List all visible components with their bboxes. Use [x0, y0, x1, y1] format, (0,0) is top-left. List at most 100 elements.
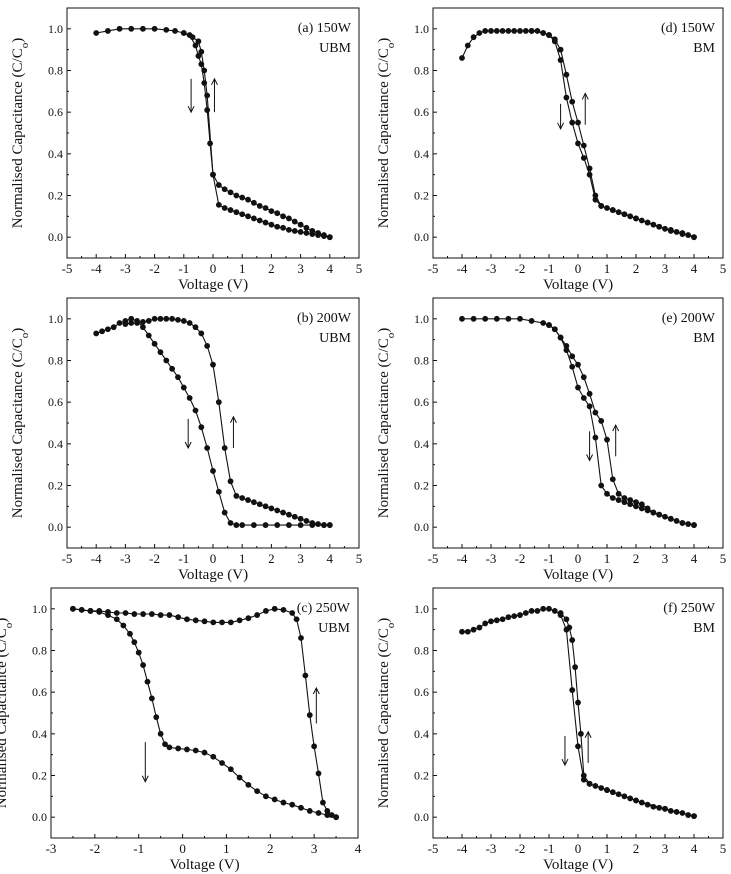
x-axis-label: Voltage (V) — [169, 857, 239, 873]
data-point — [563, 616, 570, 623]
y-tick-label: 0.6 — [48, 395, 63, 409]
data-point — [254, 612, 261, 618]
data-point — [528, 318, 535, 324]
data-point — [575, 699, 581, 706]
y-axis-label-end: ) — [376, 38, 392, 43]
data-point — [192, 747, 199, 754]
data-point — [493, 617, 500, 624]
data-point — [271, 796, 278, 803]
series-line-1 — [96, 28, 330, 238]
panel-label: (b) 200W — [297, 311, 352, 326]
data-point — [315, 232, 322, 238]
data-point — [113, 610, 120, 616]
arrowhead — [586, 454, 594, 462]
x-tick-label: -3 — [120, 551, 131, 566]
panel-sublabel: BM — [693, 621, 715, 636]
x-axis-label: Voltage (V) — [543, 567, 613, 583]
data-point — [644, 219, 651, 226]
data-point — [627, 501, 634, 508]
x-tick-label: 3 — [662, 261, 669, 276]
data-point — [262, 503, 269, 510]
data-point — [546, 322, 552, 328]
x-tick-label: -2 — [89, 841, 100, 856]
data-point — [470, 34, 477, 41]
y-axis-label-main: Normalised Capacitance (C/C — [376, 338, 392, 518]
data-point — [256, 217, 263, 224]
data-point — [245, 781, 252, 788]
data-point — [459, 55, 465, 61]
data-point — [245, 615, 252, 622]
data-point — [557, 334, 564, 341]
data-point — [192, 324, 199, 331]
data-point — [128, 315, 135, 322]
data-point — [633, 503, 639, 510]
data-point — [476, 624, 483, 631]
data-point — [578, 730, 584, 737]
data-point — [215, 201, 222, 208]
data-point — [627, 497, 634, 503]
y-tick-label: 0.2 — [414, 769, 429, 783]
data-point — [534, 28, 541, 34]
data-point — [221, 509, 228, 516]
data-point — [175, 614, 182, 621]
data-point — [210, 361, 216, 368]
data-point — [195, 53, 202, 59]
series-line-1 — [462, 318, 695, 526]
data-point — [274, 507, 281, 514]
data-point — [210, 468, 216, 474]
y-tick-label: 0.6 — [414, 105, 429, 119]
data-point — [184, 746, 190, 753]
x-tick-label: 5 — [720, 261, 727, 276]
data-point — [221, 445, 228, 451]
data-point — [110, 324, 117, 331]
y-tick-label: 0.6 — [414, 685, 429, 699]
plot-frame — [432, 587, 724, 839]
x-tick-label: -1 — [178, 551, 189, 566]
data-point — [557, 57, 564, 63]
y-tick-label: 0.8 — [414, 354, 429, 368]
data-point — [528, 608, 535, 614]
data-point — [157, 315, 164, 322]
data-point — [633, 215, 639, 222]
data-point — [580, 395, 587, 401]
data-point — [227, 478, 234, 485]
data-point — [667, 228, 674, 234]
data-point — [644, 505, 651, 512]
data-point — [493, 28, 500, 34]
chart-panel-5: -3 -2 -1 0 1 2 3 4 0.0 0.2 0.4 0.6 0.8 1.0 Voltage (V)… — [0, 587, 362, 873]
data-point — [324, 812, 331, 818]
data-point — [262, 522, 269, 528]
data-point — [297, 221, 304, 228]
x-tick-label: 5 — [720, 551, 727, 566]
x-tick-label: -3 — [486, 551, 497, 566]
x-tick-label: -3 — [120, 261, 131, 276]
x-axis-label: Voltage (V) — [543, 857, 613, 873]
series-line-2 — [72, 608, 337, 818]
data-point — [563, 94, 570, 101]
y-axis-label-main: Normalised Capacitance (C/C — [0, 628, 10, 808]
data-point — [120, 622, 127, 629]
data-point — [145, 318, 152, 324]
data-point — [604, 436, 610, 443]
data-point — [268, 505, 275, 512]
y-tick-label: 0.8 — [48, 354, 63, 368]
data-point — [289, 610, 296, 616]
data-point — [227, 207, 234, 213]
data-point — [280, 509, 286, 516]
data-point — [198, 48, 205, 55]
arrowhead — [557, 122, 565, 130]
data-point — [679, 520, 686, 526]
data-point — [320, 799, 326, 806]
y-tick-label: 0.8 — [32, 644, 47, 658]
panel-label: (d) 150W — [661, 21, 716, 36]
data-point — [324, 808, 331, 814]
data-point — [315, 521, 322, 527]
x-tick-label: -3 — [486, 261, 497, 276]
y-tick-label: 0.2 — [48, 189, 63, 203]
y-axis-label-subscript: o — [19, 332, 31, 338]
data-point — [511, 613, 518, 620]
y-axis-label-subscript: o — [385, 332, 397, 338]
data-point — [569, 687, 576, 693]
data-point — [551, 36, 558, 43]
data-point — [128, 25, 135, 32]
